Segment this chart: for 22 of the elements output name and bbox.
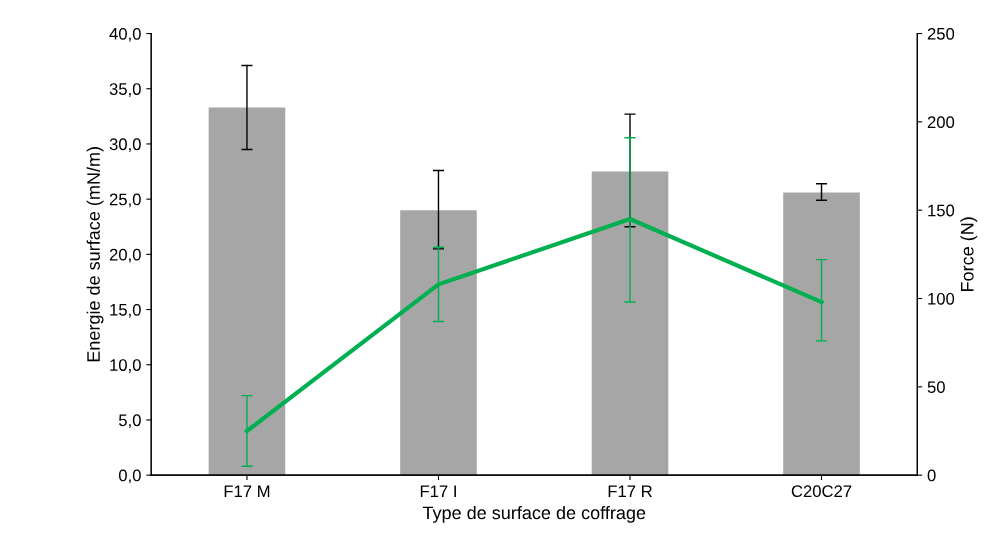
y-tick-label: 25,0 (109, 193, 141, 208)
x-tick-label: F17 R (608, 485, 652, 497)
y2-tick-label: 0 (927, 469, 936, 482)
y-tick-label: 5,0 (118, 414, 141, 429)
x-tick-label: F17 I (420, 485, 456, 497)
y2-tick-label: 250 (927, 27, 955, 40)
x-tick-label: C20C27 (791, 485, 852, 498)
y2-tick-label: 50 (927, 381, 945, 394)
y-tick-label: 10,0 (110, 359, 141, 373)
y-tick-label: 0,0 (118, 469, 141, 484)
x-axis-title: Type de surface de coffrage (422, 505, 646, 523)
x-tick-label: F17 M (224, 485, 270, 497)
y2-tick-label: 150 (928, 204, 955, 217)
y-axis-title: Energie de surface (mN/m) (86, 147, 104, 362)
y2-tick-label: 200 (927, 116, 955, 129)
y-tick-label: 40,0 (109, 27, 141, 42)
y2-tick-label: 100 (928, 292, 955, 305)
y-tick-label: 35,0 (109, 83, 141, 97)
y-tick-label: 30,0 (109, 138, 141, 153)
y2-axis-title: Force (N) (960, 217, 978, 291)
y-tick-label: 20,0 (109, 248, 141, 263)
y-tick-label: 15,0 (110, 303, 141, 318)
